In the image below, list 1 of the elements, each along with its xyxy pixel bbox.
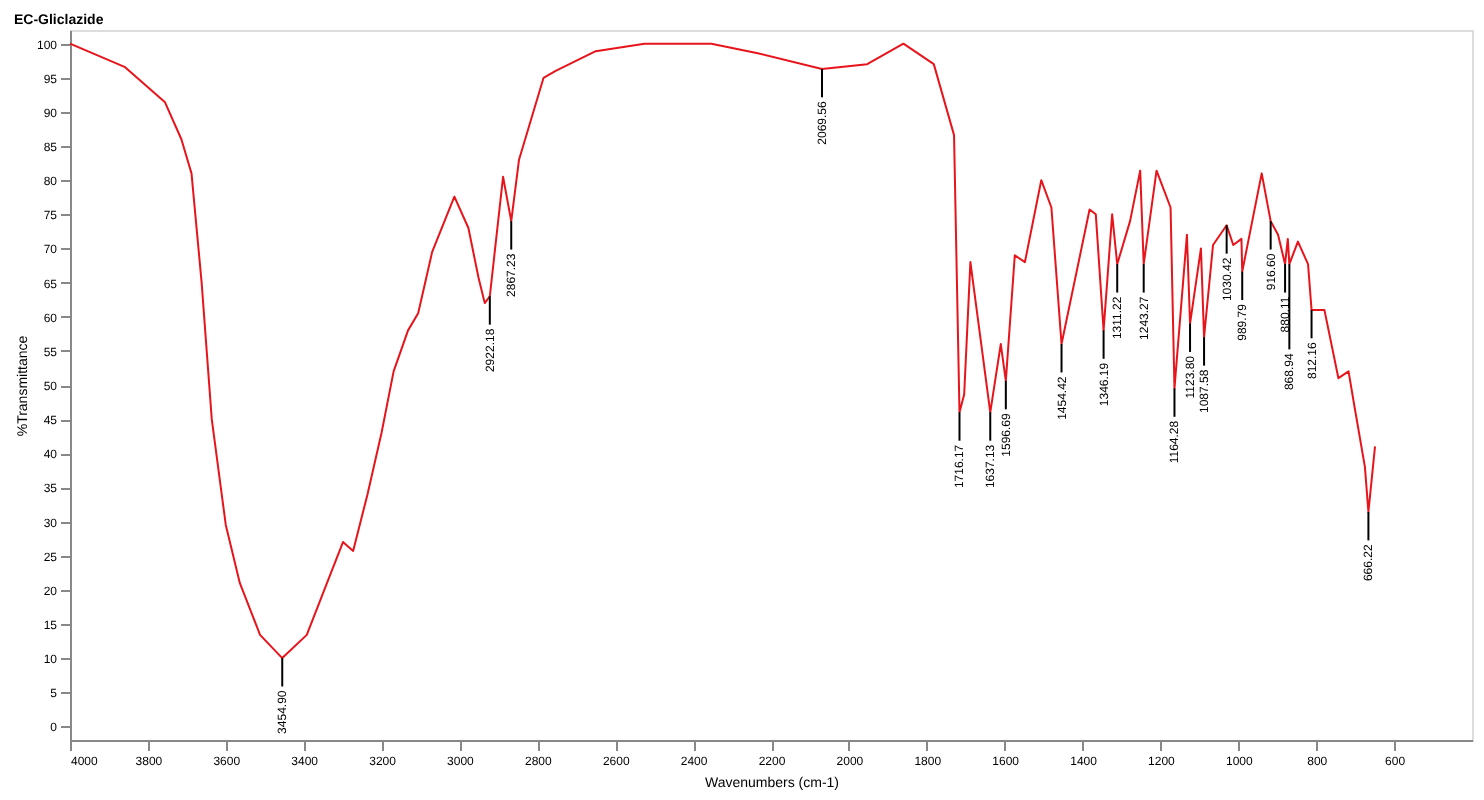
line-series [69, 42, 1377, 660]
